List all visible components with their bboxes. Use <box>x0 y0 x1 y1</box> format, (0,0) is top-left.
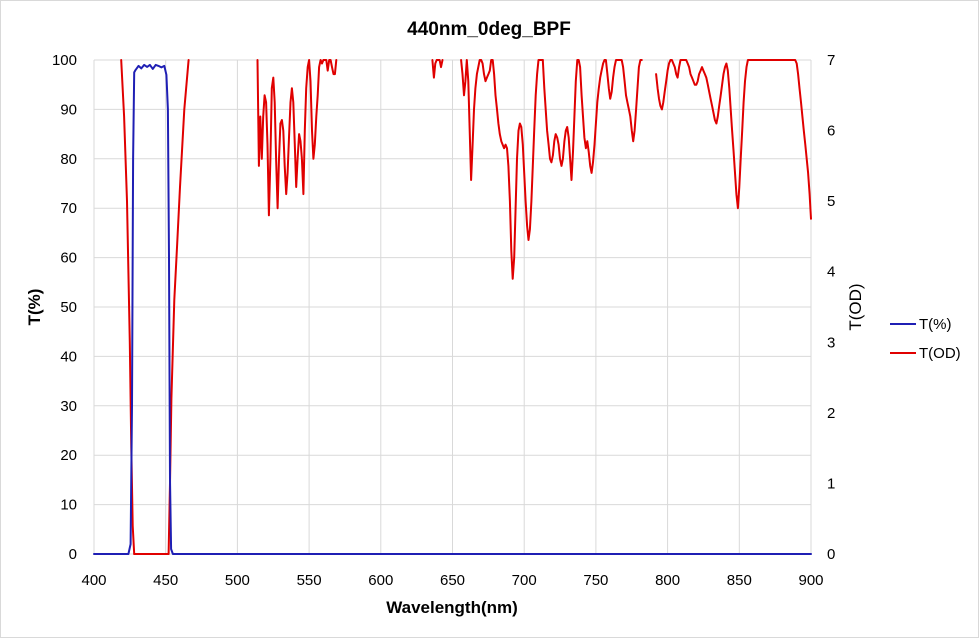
series-layer <box>93 59 812 555</box>
legend: T(%) T(OD) <box>890 316 961 362</box>
y-tick-label: 30 <box>60 398 77 415</box>
y2-tick-label: 1 <box>827 475 835 492</box>
y-tick-label: 90 <box>60 101 77 118</box>
legend-label: T(OD) <box>919 345 961 362</box>
x-tick-label: 600 <box>368 572 393 589</box>
y-tick-label: 50 <box>60 299 77 316</box>
y2-tick-label: 4 <box>827 264 835 281</box>
y-tick-label: 20 <box>60 447 77 464</box>
y2-axis-ticks: 0 1 2 3 4 5 6 7 <box>827 52 835 563</box>
y2-axis-title: T(OD) <box>846 283 865 330</box>
x-tick-label: 500 <box>225 572 250 589</box>
x-tick-label: 700 <box>512 572 537 589</box>
y2-tick-label: 3 <box>827 334 835 351</box>
x-tick-label: 450 <box>153 572 178 589</box>
y-tick-label: 0 <box>69 546 77 563</box>
series-line-t-od- <box>460 59 544 280</box>
x-tick-label: 400 <box>81 572 106 589</box>
y-tick-label: 10 <box>60 497 77 514</box>
series-line-t-od- <box>256 59 338 217</box>
series-line-t-od- <box>431 59 444 79</box>
legend-label: T(%) <box>919 316 952 333</box>
x-axis-ticks: 400 450 500 550 600 650 700 750 800 850 900 <box>81 572 823 589</box>
series-line-t-od- <box>541 59 643 181</box>
series-line-t-od- <box>120 59 136 555</box>
x-axis-title: Wavelength(nm) <box>386 598 518 617</box>
chart-title: 440nm_0deg_BPF <box>407 19 571 40</box>
y2-tick-label: 0 <box>827 546 835 563</box>
y-axis-ticks: 0 10 20 30 40 50 60 70 80 90 100 <box>52 52 77 563</box>
y-tick-label: 60 <box>60 250 77 267</box>
y-tick-label: 80 <box>60 151 77 168</box>
series-line-t-od- <box>655 59 812 220</box>
y2-tick-label: 5 <box>827 193 835 210</box>
x-tick-label: 800 <box>655 572 680 589</box>
y-tick-label: 70 <box>60 200 77 217</box>
y-axis-title: T(%) <box>25 289 44 326</box>
y-tick-label: 100 <box>52 52 77 69</box>
y2-tick-label: 2 <box>827 405 835 422</box>
x-tick-label: 550 <box>297 572 322 589</box>
x-tick-label: 850 <box>727 572 752 589</box>
x-tick-label: 650 <box>440 572 465 589</box>
grid-lines <box>93 59 812 555</box>
series-line-t- <box>93 63 812 555</box>
y2-tick-label: 7 <box>827 52 835 69</box>
x-tick-label: 900 <box>798 572 823 589</box>
y2-tick-label: 6 <box>827 123 835 140</box>
x-tick-label: 750 <box>583 572 608 589</box>
y-tick-label: 40 <box>60 348 77 365</box>
